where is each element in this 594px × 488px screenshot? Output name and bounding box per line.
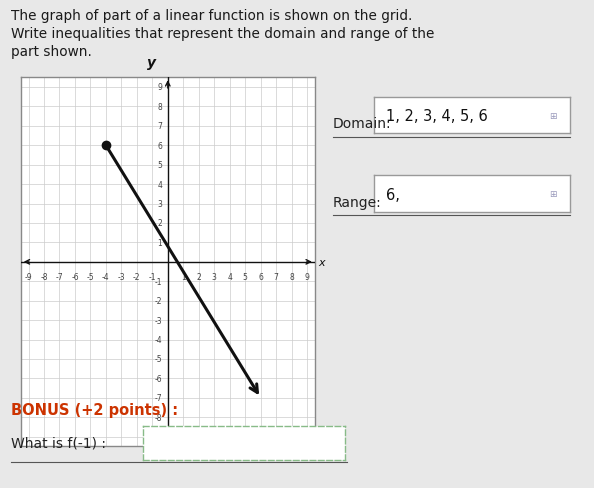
Text: -7: -7 <box>155 393 162 403</box>
Text: 5: 5 <box>157 161 162 170</box>
Text: 5: 5 <box>243 272 248 281</box>
Text: -1: -1 <box>148 272 156 281</box>
Text: 7: 7 <box>157 122 162 131</box>
Text: 3: 3 <box>157 200 162 208</box>
Text: -7: -7 <box>56 272 64 281</box>
Text: part shown.: part shown. <box>11 45 91 59</box>
Text: 4: 4 <box>157 180 162 189</box>
Text: -5: -5 <box>155 355 162 364</box>
Text: 9: 9 <box>157 83 162 92</box>
Text: 3: 3 <box>212 272 217 281</box>
Text: BONUS (+2 points) :: BONUS (+2 points) : <box>11 403 178 418</box>
Text: Write inequalities that represent the domain and range of the: Write inequalities that represent the do… <box>11 27 434 41</box>
Text: -8: -8 <box>155 413 162 422</box>
Text: -2: -2 <box>133 272 141 281</box>
Text: -9: -9 <box>155 432 162 441</box>
Text: 6: 6 <box>157 142 162 150</box>
Text: 1, 2, 3, 4, 5, 6: 1, 2, 3, 4, 5, 6 <box>386 109 488 124</box>
Text: -6: -6 <box>155 374 162 383</box>
Text: 8: 8 <box>289 272 294 281</box>
Text: -4: -4 <box>102 272 110 281</box>
Text: 4: 4 <box>228 272 232 281</box>
Text: -8: -8 <box>40 272 48 281</box>
Text: 8: 8 <box>157 102 162 112</box>
Text: -6: -6 <box>71 272 79 281</box>
Text: ⊞: ⊞ <box>549 189 557 199</box>
Text: -1: -1 <box>155 277 162 286</box>
Text: 7: 7 <box>274 272 279 281</box>
Text: -5: -5 <box>87 272 94 281</box>
Text: The graph of part of a linear function is shown on the grid.: The graph of part of a linear function i… <box>11 9 412 23</box>
Text: 1: 1 <box>157 239 162 247</box>
Text: -4: -4 <box>155 335 162 345</box>
Text: -3: -3 <box>118 272 125 281</box>
Text: x: x <box>318 257 324 267</box>
Text: 6,: 6, <box>386 187 400 202</box>
Text: 2: 2 <box>197 272 201 281</box>
Text: -2: -2 <box>155 297 162 305</box>
Text: 1: 1 <box>181 272 186 281</box>
Text: 6: 6 <box>258 272 263 281</box>
Text: ⊞: ⊞ <box>549 111 557 121</box>
Text: Range:: Range: <box>333 195 381 209</box>
Text: -9: -9 <box>25 272 32 281</box>
Text: Domain:: Domain: <box>333 117 391 131</box>
Text: 9: 9 <box>305 272 309 281</box>
Text: What is f(-1) :: What is f(-1) : <box>11 435 106 449</box>
Text: y: y <box>147 56 156 70</box>
Text: -3: -3 <box>155 316 162 325</box>
Text: 2: 2 <box>157 219 162 228</box>
